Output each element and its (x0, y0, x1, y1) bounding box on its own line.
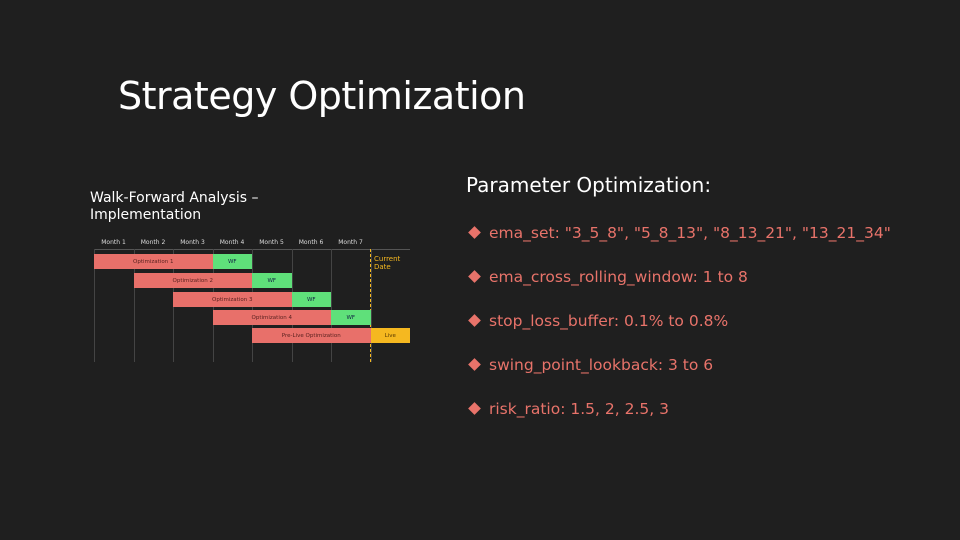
month-label: Month 2 (140, 239, 166, 246)
month-label: Month 7 (338, 239, 363, 246)
column-line (133, 249, 135, 362)
bullet (468, 226, 481, 239)
parameter-text: ema_cross_rolling_window: 1 to 8 (489, 268, 748, 286)
column-line (370, 249, 372, 362)
parameter-item: ema_cross_rolling_window: 1 to 8 (468, 268, 748, 286)
current-date-label: Current Date (374, 255, 401, 271)
month-label: Month 3 (180, 239, 205, 246)
parameter-item: swing_point_lookback: 3 to 6 (468, 356, 714, 374)
parameter-text: ema_set: "3_5_8", "5_8_13", "8_13_21", "… (489, 224, 891, 242)
optimization-bar: Pre-Live Optimization (252, 328, 371, 343)
wf-bar: WF (291, 292, 331, 307)
diagram-title: Walk-Forward Analysis – Implementation (90, 190, 259, 223)
live-bar: Live (370, 328, 410, 343)
parameter-text: stop_loss_buffer: 0.1% to 0.8% (489, 312, 729, 330)
bullet (468, 358, 481, 371)
month-label: Month 4 (219, 239, 245, 246)
optimization-bar: Optimization 2 (133, 273, 252, 288)
parameters-heading: Parameter Optimization: (466, 173, 712, 197)
month-label: Month 5 (259, 239, 284, 246)
month-label: Month 1 (101, 239, 126, 246)
optimization-bar: Optimization 1 (94, 254, 213, 269)
parameter-item: ema_set: "3_5_8", "5_8_13", "8_13_21", "… (468, 224, 891, 242)
wf-bar: WF (252, 273, 292, 288)
parameter-item: stop_loss_buffer: 0.1% to 0.8% (468, 312, 729, 330)
bullet (468, 402, 481, 415)
column-line (331, 249, 332, 362)
column-line (94, 249, 95, 362)
bullet (468, 314, 481, 327)
month-label: Month 6 (298, 239, 324, 246)
optimization-bar: Optimization 4 (212, 310, 331, 325)
slide-title: Strategy Optimization (118, 74, 526, 118)
wf-bar: WF (212, 254, 252, 269)
wf-bar: WF (331, 310, 371, 325)
parameter-text: risk_ratio: 1.5, 2, 2.5, 3 (489, 400, 669, 418)
parameter-item: risk_ratio: 1.5, 2, 2.5, 3 (468, 400, 669, 418)
parameter-text: swing_point_lookback: 3 to 6 (489, 356, 714, 374)
optimization-bar: Optimization 3 (173, 292, 292, 307)
bullet (468, 270, 481, 283)
